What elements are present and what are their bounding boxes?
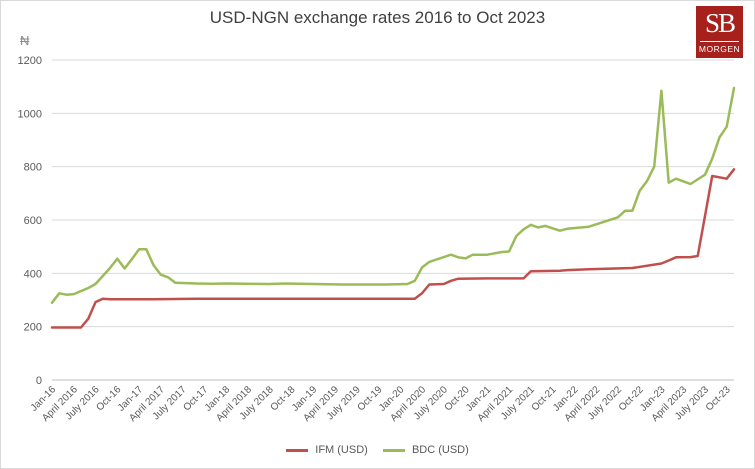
naira-unit-label: ₦ xyxy=(20,33,30,48)
chart-title: USD-NGN exchange rates 2016 to Oct 2023 xyxy=(209,8,546,27)
series-line-ifm xyxy=(50,168,736,329)
legend-swatch-bdc xyxy=(382,448,405,452)
y-tick-label: 1200 xyxy=(18,55,42,67)
legend-label-bdc: BDC (USD) xyxy=(411,444,469,456)
gridlines xyxy=(52,59,734,381)
logo-wordmark: MORGEN xyxy=(698,44,741,54)
legend-label-ifm: IFM (USD) xyxy=(315,444,368,456)
legend-item-bdc: BDC (USD) xyxy=(382,444,469,456)
series-line-bdc xyxy=(50,86,736,304)
y-tick-label: 800 xyxy=(24,162,42,174)
y-tick-label: 0 xyxy=(36,375,42,387)
sb-morgen-logo: SB MORGEN xyxy=(696,6,743,58)
y-tick-label: 200 xyxy=(24,322,42,334)
y-tick-label: 600 xyxy=(24,215,42,227)
logo-divider xyxy=(700,41,739,42)
chart-legend: IFM (USD) BDC (USD) xyxy=(0,444,755,456)
y-axis-ticks: 0 200 400 600 800 1000 1200 xyxy=(18,55,42,387)
y-tick-label: 1000 xyxy=(18,108,42,120)
x-tick-label: Oct-23 xyxy=(704,384,733,413)
logo-monogram: SB xyxy=(704,8,736,38)
series-lines xyxy=(50,86,736,329)
y-tick-label: 400 xyxy=(24,268,42,280)
legend-item-ifm: IFM (USD) xyxy=(286,444,368,456)
legend-swatch-ifm xyxy=(286,448,309,452)
